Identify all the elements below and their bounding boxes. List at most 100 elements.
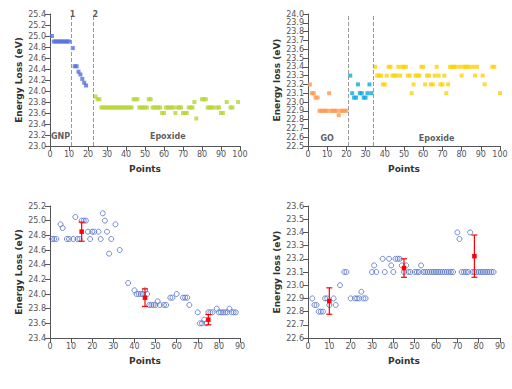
svg-text:60: 60: [431, 342, 441, 351]
svg-text:24.4: 24.4: [28, 65, 46, 74]
svg-text:40: 40: [388, 342, 398, 351]
svg-text:30: 30: [361, 150, 371, 159]
svg-text:23.8: 23.8: [28, 98, 46, 107]
svg-text:22.6: 22.6: [286, 133, 304, 142]
svg-text:20: 20: [346, 342, 356, 351]
svg-text:23.2: 23.2: [286, 80, 304, 89]
svg-text:50: 50: [410, 342, 420, 351]
svg-text:40: 40: [380, 150, 390, 159]
svg-text:90: 90: [495, 342, 505, 351]
svg-text:23.9: 23.9: [286, 18, 304, 27]
svg-text:0: 0: [47, 150, 52, 159]
svg-text:30: 30: [102, 150, 112, 159]
svg-text:10: 10: [64, 150, 74, 159]
svg-text:30: 30: [108, 342, 118, 351]
svg-text:80: 80: [474, 342, 484, 351]
svg-text:23.7: 23.7: [286, 36, 304, 45]
svg-text:23.6: 23.6: [286, 45, 304, 54]
svg-text:24.2: 24.2: [28, 275, 46, 284]
svg-text:24.0: 24.0: [286, 10, 304, 19]
svg-text:23.5: 23.5: [286, 215, 304, 224]
svg-text:20: 20: [87, 342, 97, 351]
svg-text:30: 30: [367, 342, 377, 351]
svg-text:22.7: 22.7: [286, 320, 304, 329]
svg-text:Epoxide: Epoxide: [150, 132, 186, 141]
svg-text:25.0: 25.0: [28, 32, 46, 41]
svg-text:90: 90: [476, 150, 486, 159]
svg-text:23.0: 23.0: [286, 281, 304, 290]
svg-text:25.2: 25.2: [28, 21, 46, 30]
svg-text:23.3: 23.3: [286, 241, 304, 250]
svg-text:23.6: 23.6: [28, 319, 46, 328]
svg-text:0: 0: [305, 150, 310, 159]
svg-text:80: 80: [197, 150, 207, 159]
svg-text:22.9: 22.9: [286, 294, 304, 303]
svg-text:23.1: 23.1: [286, 268, 304, 277]
svg-text:1: 1: [70, 10, 76, 19]
svg-text:23.2: 23.2: [286, 254, 304, 263]
svg-text:Energy loss (eV): Energy loss (eV): [272, 231, 282, 314]
svg-text:24.8: 24.8: [28, 43, 46, 52]
svg-text:GO: GO: [321, 134, 335, 143]
svg-text:23.1: 23.1: [286, 89, 304, 98]
svg-text:22.6: 22.6: [286, 334, 304, 343]
svg-text:Points: Points: [129, 164, 161, 174]
svg-text:10: 10: [66, 342, 76, 351]
svg-text:50: 50: [140, 150, 150, 159]
svg-text:90: 90: [235, 342, 245, 351]
svg-text:Energy Loss (eV): Energy Loss (eV): [14, 37, 24, 123]
svg-text:24.2: 24.2: [28, 76, 46, 85]
svg-text:70: 70: [178, 150, 188, 159]
svg-text:60: 60: [159, 150, 169, 159]
svg-text:20: 20: [341, 150, 351, 159]
svg-text:80: 80: [457, 150, 467, 159]
svg-text:23.4: 23.4: [286, 228, 304, 237]
svg-text:70: 70: [452, 342, 462, 351]
svg-text:Points: Points: [388, 164, 420, 174]
svg-text:GNP: GNP: [51, 132, 70, 141]
svg-text:22.9: 22.9: [286, 106, 304, 115]
svg-text:22.8: 22.8: [286, 115, 304, 124]
svg-text:22.7: 22.7: [286, 124, 304, 133]
svg-text:24.6: 24.6: [28, 246, 46, 255]
svg-text:23.3: 23.3: [286, 71, 304, 80]
svg-text:24.0: 24.0: [28, 290, 46, 299]
svg-text:70: 70: [437, 150, 447, 159]
svg-text:Points: Points: [388, 356, 420, 366]
svg-text:90: 90: [216, 150, 226, 159]
svg-text:50: 50: [399, 150, 409, 159]
svg-text:40: 40: [129, 342, 139, 351]
svg-text:40: 40: [121, 150, 131, 159]
svg-text:23.4: 23.4: [28, 334, 46, 343]
svg-text:23.8: 23.8: [286, 27, 304, 36]
svg-text:23.0: 23.0: [286, 98, 304, 107]
svg-text:24.8: 24.8: [28, 231, 46, 240]
svg-text:23.0: 23.0: [28, 142, 46, 151]
svg-text:60: 60: [172, 342, 182, 351]
svg-text:24.0: 24.0: [28, 87, 46, 96]
svg-text:Points: Points: [129, 356, 161, 366]
svg-text:24.4: 24.4: [28, 260, 46, 269]
svg-text:23.8: 23.8: [28, 304, 46, 313]
svg-text:25.4: 25.4: [28, 10, 46, 19]
svg-text:23.6: 23.6: [286, 202, 304, 211]
svg-text:80: 80: [214, 342, 224, 351]
svg-text:23.4: 23.4: [28, 120, 46, 129]
svg-text:22.5: 22.5: [286, 142, 304, 151]
svg-text:100: 100: [232, 150, 247, 159]
svg-text:60: 60: [418, 150, 428, 159]
svg-text:Energy Loss (eV): Energy Loss (eV): [14, 229, 24, 315]
svg-text:23.5: 23.5: [286, 54, 304, 63]
svg-text:25.0: 25.0: [28, 216, 46, 225]
svg-text:10: 10: [322, 150, 332, 159]
svg-text:50: 50: [150, 342, 160, 351]
svg-text:0: 0: [47, 342, 52, 351]
svg-text:20: 20: [83, 150, 93, 159]
svg-text:23.6: 23.6: [28, 109, 46, 118]
svg-text:100: 100: [492, 150, 507, 159]
svg-text:2: 2: [92, 10, 98, 19]
svg-text:24.6: 24.6: [28, 54, 46, 63]
svg-text:23.4: 23.4: [286, 62, 304, 71]
svg-text:23.2: 23.2: [28, 131, 46, 140]
svg-text:25.2: 25.2: [28, 202, 46, 211]
